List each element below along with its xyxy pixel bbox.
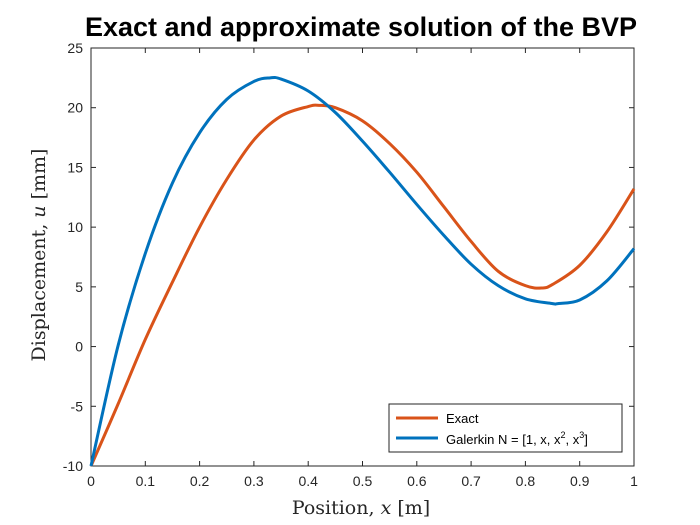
x-tick-label: 0.7 bbox=[461, 473, 481, 489]
y-tick-label: -5 bbox=[71, 398, 84, 414]
y-axis: -10 -5 0 5 10 15 20 25 bbox=[63, 40, 634, 474]
legend-label-galerkin: Galerkin N = [1, x, x2, x3] bbox=[446, 430, 588, 447]
plot-frame bbox=[90, 47, 635, 467]
y-tick-label: 20 bbox=[67, 100, 83, 116]
y-tick-label: 10 bbox=[67, 219, 83, 235]
x-tick-label: 0 bbox=[87, 473, 95, 489]
x-tick-label: 0.3 bbox=[244, 473, 264, 489]
series-lines bbox=[89, 75, 636, 467]
x-axis-label: Position, x [m] bbox=[292, 497, 430, 519]
y-tick-label: 25 bbox=[67, 40, 83, 56]
series-line-galerkin bbox=[89, 75, 636, 467]
chart-title: Exact and approximate solution of the BV… bbox=[85, 12, 637, 42]
y-axis-label: Displacement, u [mm] bbox=[28, 149, 50, 362]
legend-label-exact: Exact bbox=[446, 411, 479, 426]
y-tick-label: 15 bbox=[67, 159, 83, 175]
x-tick-label: 0.9 bbox=[570, 473, 590, 489]
x-tick-label: 1 bbox=[630, 473, 638, 489]
series-line-exact bbox=[89, 103, 636, 467]
plot-area: -10 -5 0 5 10 15 20 25 0 0.1 0.2 0.3 0.4 0.5 0.6 0.7 0.… bbox=[63, 40, 638, 489]
x-tick-label: 0.1 bbox=[136, 473, 156, 489]
x-axis: 0 0.1 0.2 0.3 0.4 0.5 0.6 0.7 0.8 0.9 1 bbox=[87, 48, 638, 489]
x-tick-label: 0.2 bbox=[190, 473, 210, 489]
y-tick-label: 0 bbox=[75, 339, 83, 355]
x-tick-label: 0.4 bbox=[298, 473, 318, 489]
y-tick-label: -10 bbox=[63, 458, 83, 474]
x-tick-label: 0.5 bbox=[353, 473, 373, 489]
legend: Exact Galerkin N = [1, x, x2, x3] bbox=[388, 403, 623, 453]
x-tick-label: 0.8 bbox=[516, 473, 536, 489]
x-tick-label: 0.6 bbox=[407, 473, 427, 489]
legend-box bbox=[388, 403, 623, 453]
y-tick-label: 5 bbox=[75, 279, 83, 295]
